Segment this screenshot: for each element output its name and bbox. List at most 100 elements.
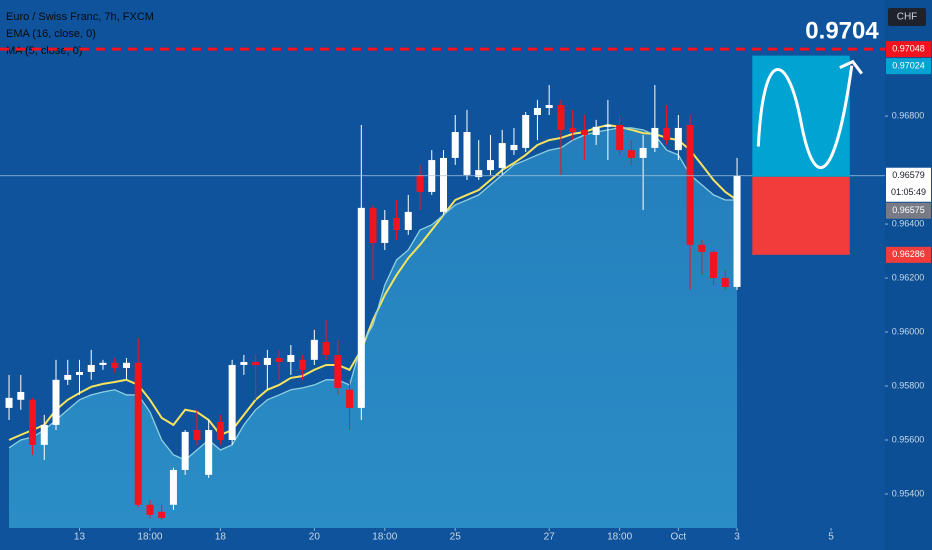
candle-body [580,129,588,135]
candle-body [205,430,213,475]
candle-body [240,361,248,365]
x-tick-label: 25 [450,532,462,543]
x-tick-label: 18:00 [607,532,632,543]
y-tick-label: 0.96000 [892,326,925,336]
annotation: 0.9704 [805,17,879,44]
candle-body [733,175,741,287]
candle-body [334,354,342,388]
price-label: 0.96286 [892,249,925,259]
x-tick-label: Oct [671,532,687,543]
candle-body [510,144,518,151]
candle-body [158,511,166,519]
currency-box [888,8,926,26]
candle-body [111,362,119,368]
price-label-box [886,41,931,58]
candle-body [322,342,330,355]
plot-area [5,85,741,528]
candle-body [357,207,365,408]
candle-body [299,359,307,370]
candle-body [627,150,635,158]
y-tick-label: 0.95800 [892,380,925,390]
candle-body [522,114,530,148]
candle-body [663,127,671,141]
candle-body [146,504,154,515]
y-tick-label: 0.96800 [892,110,925,120]
price-label: 0.97048 [892,44,925,54]
price-label: 0.96575 [892,205,925,215]
candle-body [710,251,718,279]
candle-body [604,124,612,127]
candle-body [52,379,60,425]
price-label-box [886,58,931,75]
indicator-line [8,127,738,461]
indicator-line [8,123,738,441]
candle-body [75,371,83,375]
candle-body [486,160,494,171]
candle-body [29,399,37,445]
price-label: 0.96579 [892,170,925,180]
candle-body [674,127,682,151]
candle-body [87,364,95,372]
arrow-curve [756,65,854,170]
candle-body [475,170,483,178]
countdown: 01:05:49 [891,187,926,197]
candle-body [275,357,283,362]
candle-body [451,132,459,158]
candle-body [122,362,130,368]
candle-body [216,421,224,440]
candle-body [5,397,13,408]
arrow-head [839,59,863,75]
candle-body [686,124,694,245]
candle-body [545,105,553,108]
candle-body [17,391,25,400]
candle-body [463,132,471,175]
candle-body [404,211,412,230]
x-tick-label: 20 [309,532,321,543]
x-tick-label: 13 [74,532,86,543]
x-tick-label: 5 [828,532,834,543]
y-tick-label: 0.95400 [892,488,925,498]
candle-body [393,217,401,230]
price-label-box [886,202,931,219]
candle-body [193,430,201,440]
candle-body [169,469,177,505]
candle-body [416,174,424,192]
candle-body [533,107,541,115]
y-tick-label: 0.96400 [892,218,925,228]
candle-body [99,362,107,365]
candle-body [616,124,624,151]
x-tick-label: 18:00 [137,532,162,543]
candle-body [721,278,729,287]
y-tick-label: 0.96200 [892,272,925,282]
candle-body [181,431,189,470]
candle-body [64,374,72,380]
candle-body [346,389,354,408]
x-tick-label: 27 [544,532,556,543]
x-tick-label: 18:00 [372,532,397,543]
x-tick-label: 18 [215,532,227,543]
candle-body [134,362,142,505]
candle-body [287,354,295,362]
price-label: 0.97024 [892,61,925,71]
stop-zone [752,176,850,255]
chart-title: Euro / Swiss Franc, 7h, FXCM [6,11,154,23]
legend-entry: MA (5, close, 0) [6,45,82,57]
price-axis [885,0,932,550]
candle-body [651,127,659,148]
candle-body [439,157,447,212]
candle-body [592,126,600,135]
price-label-box [886,246,931,263]
currency: CHF [897,12,918,23]
candle-body [252,361,260,365]
candle-body [639,147,647,158]
candle-body [498,143,506,168]
candle-body [369,207,377,243]
ma-area [9,127,738,528]
candle-body [557,105,565,130]
candle-body [40,424,48,445]
candle-body [263,357,271,365]
candle-body [569,127,577,132]
candle-body [310,339,318,360]
candle-body [698,244,706,252]
